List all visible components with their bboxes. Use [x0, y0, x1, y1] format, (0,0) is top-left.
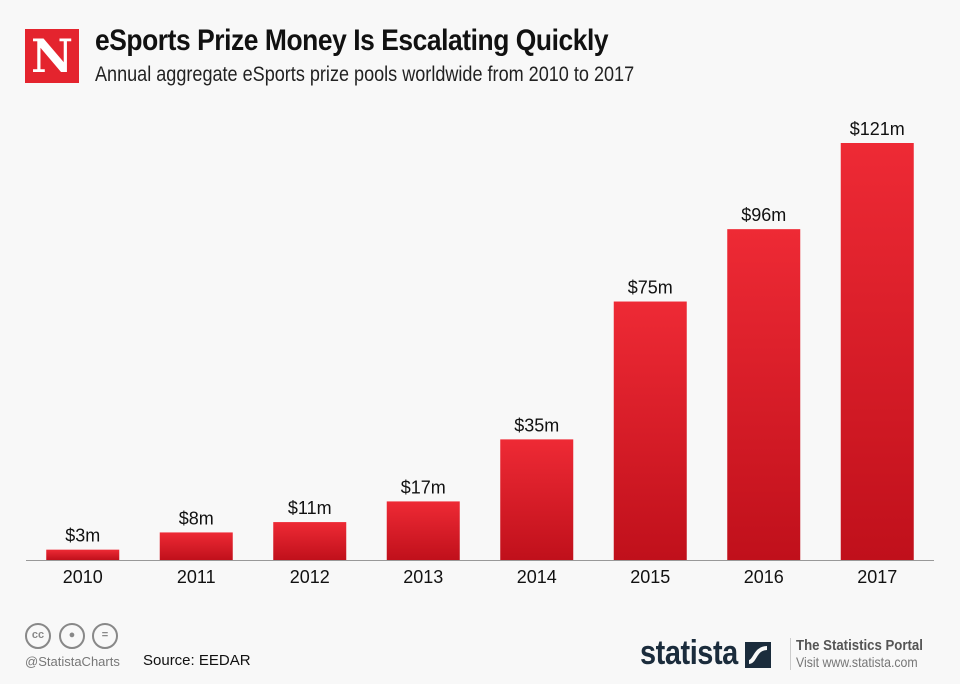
- data-label: $11m: [288, 498, 332, 518]
- visit-link[interactable]: Visit www.statista.com: [796, 654, 918, 670]
- data-label: $3m: [65, 526, 100, 546]
- bar-2016: [727, 229, 801, 560]
- bar-2011: [159, 532, 233, 560]
- bar-2012: [273, 522, 347, 560]
- data-label: $121m: [850, 119, 905, 139]
- data-label: $75m: [628, 278, 673, 298]
- data-label: $17m: [401, 477, 446, 497]
- x-tick-label: 2010: [63, 567, 103, 587]
- data-label: $96m: [741, 205, 786, 225]
- footer-divider: [790, 638, 791, 670]
- twitter-handle[interactable]: @StatistaCharts: [25, 654, 120, 669]
- source-note: Source: EEDAR: [143, 652, 251, 669]
- bar-2017: [840, 143, 914, 560]
- newsweek-logo: N: [25, 29, 79, 83]
- x-tick-label: 2012: [290, 567, 330, 587]
- data-label: $8m: [179, 508, 214, 528]
- x-tick-label: 2015: [630, 567, 670, 587]
- bar-2010: [46, 549, 120, 560]
- cc-icon: cc: [25, 623, 51, 649]
- bar-2013: [386, 501, 460, 560]
- bar-2014: [500, 439, 574, 560]
- chart-subtitle: Annual aggregate eSports prize pools wor…: [95, 63, 635, 86]
- x-tick-label: 2017: [857, 567, 897, 587]
- bar-chart: $3m 2010 $8m 2011 $11m 2012 $17m 2013 $35m 2014 $7…: [26, 119, 934, 587]
- attribution-icon: ●: [59, 623, 85, 649]
- statista-logo-icon: [745, 642, 771, 668]
- data-label: $35m: [514, 415, 559, 435]
- no-derivatives-icon: =: [92, 623, 118, 649]
- bar-2015: [613, 301, 687, 560]
- portal-label: The Statistics Portal: [796, 637, 923, 654]
- statista-brand[interactable]: statista: [640, 634, 738, 672]
- x-tick-label: 2014: [517, 567, 557, 587]
- x-tick-label: 2016: [744, 567, 784, 587]
- x-tick-label: 2013: [403, 567, 443, 587]
- x-tick-label: 2011: [177, 567, 216, 587]
- chart-title: eSports Prize Money Is Escalating Quickl…: [95, 24, 609, 57]
